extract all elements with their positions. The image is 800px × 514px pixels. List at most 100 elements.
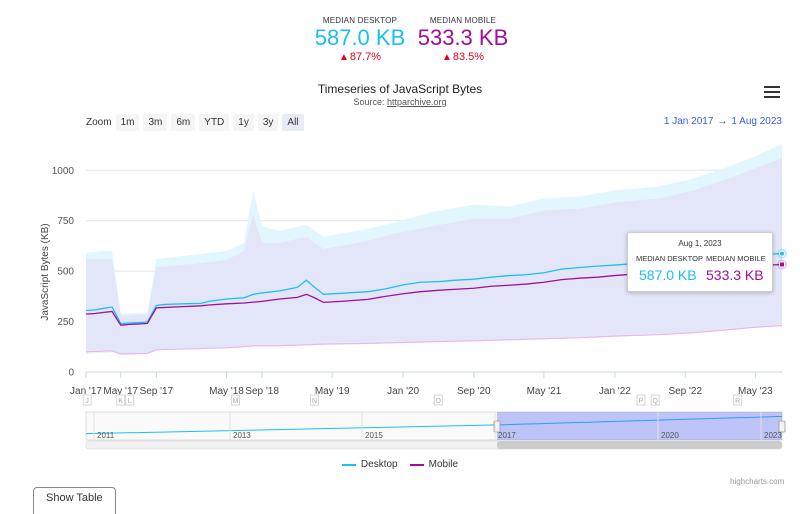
navigator-selection[interactable] <box>497 412 782 440</box>
kpi-desktop-label: MEDIAN DESKTOP <box>322 16 398 25</box>
kpi-mobile-label: MEDIAN MOBILE <box>429 16 497 25</box>
source-link[interactable]: httparchive.org <box>386 97 447 107</box>
navigator-label: 2023 <box>764 431 782 440</box>
legend-desktop-label: Desktop <box>360 459 398 470</box>
zoom-all-button[interactable]: All <box>282 114 304 131</box>
date-range-display: 1 Jan 2017 → 1 Aug 2023 <box>640 116 782 127</box>
x-tick-label: Jan '20 <box>387 386 419 397</box>
tooltip-mobile-label: MEDIAN MOBILE <box>706 254 766 263</box>
zoom-1m-button[interactable]: 1m <box>115 114 140 131</box>
y-tick-label: 1000 <box>52 166 75 177</box>
navigator-label: 2013 <box>233 431 251 440</box>
kpi-mobile-value: 533.3 KB <box>417 25 509 50</box>
event-flag-label: P <box>639 398 644 405</box>
navigator[interactable]: 2011 2013 2015 2017 2020 2023 <box>85 411 786 450</box>
x-axis: Jan '17 May '17 Sep '17 May '18 Sep '18 May '… <box>70 371 782 397</box>
tooltip-desktop-value: 587.0 KB <box>639 267 697 283</box>
x-tick-label: Sep '20 <box>457 386 491 397</box>
x-tick-label: May '18 <box>209 386 244 397</box>
navigator-label: 2015 <box>365 431 383 440</box>
event-flag[interactable] <box>125 394 135 406</box>
navigator-handle-right[interactable] <box>778 420 786 433</box>
subtitle-prefix: Source: <box>353 97 387 107</box>
hover-markers <box>777 248 787 270</box>
x-tick-label: May '23 <box>738 386 773 397</box>
range-to-input[interactable]: 1 Aug 2023 <box>731 116 782 127</box>
chart-subtitle: Source: httparchive.org <box>250 97 550 107</box>
navigator-label: 2020 <box>661 431 679 440</box>
legend-item-mobile[interactable]: Mobile <box>409 459 459 470</box>
kpi-mobile-change: ▲83.5% <box>393 51 533 63</box>
event-flag[interactable] <box>82 394 92 406</box>
kpi-desktop-change-value: 87.7% <box>349 51 382 63</box>
event-flag[interactable] <box>310 394 319 406</box>
up-triangle-icon: ▲ <box>441 52 452 63</box>
range-arrow: → <box>717 116 728 127</box>
zoom-6m-button[interactable]: 6m <box>171 114 196 131</box>
event-flag-label: Q <box>652 398 658 405</box>
kpi-mobile: MEDIAN MOBILE 533.3 KB ▲83.5% <box>393 16 533 63</box>
event-flag-label: J <box>85 398 89 405</box>
zoom-label: Zoom <box>86 117 112 128</box>
kpi-desktop: MEDIAN DESKTOP 587.0 KB ▲87.7% <box>290 16 430 63</box>
tooltip-desktop-label: MEDIAN DESKTOP <box>636 254 703 263</box>
event-flag-label: M <box>233 398 239 405</box>
x-tick-label: Sep '22 <box>668 386 702 397</box>
desktop-hover-marker <box>779 250 785 257</box>
event-flag[interactable] <box>650 394 660 406</box>
event-flag[interactable] <box>116 394 126 406</box>
y-tick-label: 250 <box>57 317 74 328</box>
up-triangle-icon: ▲ <box>338 52 349 63</box>
zoom-1y-button[interactable]: 1y <box>233 114 254 131</box>
x-tick-label: Jan '22 <box>599 386 631 397</box>
legend: Desktop Mobile <box>0 459 800 470</box>
y-tick-label: 500 <box>57 267 74 278</box>
y-axis-title: JavaScript Bytes (KB) <box>40 223 51 320</box>
navigator-label: 2011 <box>97 431 115 440</box>
kpi-desktop-change: ▲87.7% <box>290 51 430 63</box>
zoom-3y-button[interactable]: 3y <box>257 114 279 131</box>
event-flag[interactable] <box>733 394 743 406</box>
zoom-3m-button[interactable]: 3m <box>143 114 168 131</box>
legend-mobile-label: Mobile <box>428 459 459 470</box>
series-lines <box>85 252 783 326</box>
zoom-ytd-button[interactable]: YTD <box>199 114 230 131</box>
x-tick-label: Sep '18 <box>245 386 279 397</box>
navigator-label: 2017 <box>498 431 516 440</box>
x-tick-label: May '19 <box>315 386 350 397</box>
navigator-scrollbar-thumb[interactable] <box>497 441 782 449</box>
navigator-labels: 2011 2013 2015 2017 2020 2023 <box>93 412 782 440</box>
credits-link[interactable]: highcharts.com <box>730 477 785 486</box>
tooltip-mobile-value: 533.3 KB <box>706 267 764 283</box>
event-flag[interactable] <box>636 394 646 406</box>
zoom-bar: Zoom 1m 3m 6m YTD 1y 3y All <box>86 114 308 131</box>
tooltip: Aug 1, 2023 MEDIAN DESKTOP MEDIAN MOBILE… <box>627 232 773 292</box>
event-flag-label: O <box>435 398 441 405</box>
x-tick-label: Sep '17 <box>140 386 174 397</box>
hamburger-menu-icon[interactable] <box>764 86 780 100</box>
y-axis: 0 250 500 750 1000 <box>52 166 75 379</box>
event-flag-label: N <box>312 398 317 405</box>
range-from-input[interactable]: 1 Jan 2017 <box>663 116 714 127</box>
show-table-button[interactable]: Show Table <box>33 487 116 514</box>
legend-item-desktop[interactable]: Desktop <box>341 459 398 470</box>
x-tick-label: Jan '17 <box>70 386 102 397</box>
mobile-range-lower-edge <box>85 325 783 355</box>
legend-mobile-swatch <box>409 463 424 466</box>
mobile-range-band <box>86 158 782 354</box>
event-flag-label: L <box>128 398 132 405</box>
event-flag[interactable] <box>433 394 443 406</box>
x-tick-label: May '21 <box>527 386 562 397</box>
x-tick-label: May '17 <box>103 386 138 397</box>
event-flag-label: R <box>735 398 740 405</box>
chart-plot[interactable]: 0 250 500 750 1000 Jan '17 May '17 Sep '17 May … <box>0 0 800 455</box>
tooltip-date: Aug 1, 2023 <box>678 239 722 248</box>
event-flag[interactable] <box>231 394 240 406</box>
mobile-hover-marker <box>779 261 785 268</box>
navigator-series-line <box>85 415 783 435</box>
mobile-series-line[interactable] <box>85 263 783 326</box>
y-tick-label: 0 <box>68 368 74 379</box>
legend-desktop-swatch <box>341 463 356 466</box>
navigator-series <box>85 415 783 435</box>
desktop-series-line[interactable] <box>85 252 783 325</box>
